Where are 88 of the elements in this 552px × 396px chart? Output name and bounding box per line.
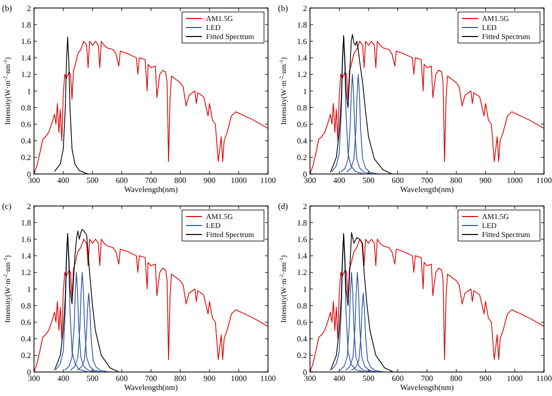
y-tick-label: 1.2 bbox=[21, 268, 31, 278]
y-tick-label: 1.2 bbox=[297, 268, 307, 278]
x-tick-label: 800 bbox=[174, 176, 186, 185]
y-tick-label: 1.6 bbox=[21, 235, 31, 244]
x-tick-label: 500 bbox=[86, 176, 98, 185]
x-tick-label: 800 bbox=[450, 374, 462, 383]
x-tick-label: 800 bbox=[174, 374, 186, 383]
y-tick-label: 0.2 bbox=[297, 153, 307, 162]
y-tick-label: 0.2 bbox=[297, 351, 307, 360]
y-tick-label: 1.8 bbox=[297, 218, 307, 228]
y-tick-label: 0.6 bbox=[21, 318, 31, 327]
x-axis-title: Wavelength(nm) bbox=[124, 185, 178, 194]
y-tick-label: 1 bbox=[27, 86, 31, 96]
x-tick-label: 500 bbox=[362, 176, 374, 185]
y-tick-label: 0.8 bbox=[21, 103, 31, 112]
y-tick-label: 1 bbox=[303, 86, 307, 96]
y-tick-label: 0.8 bbox=[21, 301, 31, 310]
x-tick-label: 900 bbox=[204, 176, 216, 185]
x-axis-title: Wavelength(nm) bbox=[400, 185, 454, 194]
y-tick-label: 2 bbox=[27, 202, 31, 211]
x-tick-label: 800 bbox=[450, 176, 462, 185]
y-tick-label: 0.4 bbox=[21, 334, 31, 344]
x-tick-label: 900 bbox=[204, 374, 216, 383]
x-tick-label: 1000 bbox=[230, 374, 247, 383]
x-tick-label: 1000 bbox=[506, 176, 523, 185]
chart-title: (b) bbox=[2, 3, 12, 13]
y-tick-label: 0.8 bbox=[297, 301, 307, 310]
x-tick-label: 1100 bbox=[260, 176, 276, 185]
y-tick-label: 1.8 bbox=[21, 20, 31, 30]
x-tick-label: 1000 bbox=[230, 176, 247, 185]
chart-title: (c) bbox=[2, 201, 12, 211]
chart-title: (d) bbox=[278, 201, 288, 211]
x-tick-label: 600 bbox=[116, 374, 128, 383]
x-tick-label: 1100 bbox=[536, 374, 552, 383]
y-tick-label: 0.2 bbox=[21, 153, 31, 162]
y-tick-label: 0.4 bbox=[297, 136, 307, 146]
y-tick-label: 1.2 bbox=[297, 70, 307, 80]
x-axis-title: Wavelength(nm) bbox=[400, 383, 454, 392]
y-tick-label: 0.4 bbox=[21, 136, 31, 146]
y-tick-label: 1.4 bbox=[21, 252, 31, 261]
y-tick-label: 0 bbox=[27, 170, 31, 179]
x-axis-title: Wavelength(nm) bbox=[124, 383, 178, 392]
x-tick-label: 1100 bbox=[260, 374, 276, 383]
y-tick-label: 1.6 bbox=[297, 37, 307, 46]
x-tick-label: 1000 bbox=[506, 374, 523, 383]
y-tick-label: 1 bbox=[303, 284, 307, 294]
x-tick-label: 700 bbox=[145, 176, 157, 185]
y-tick-label: 1.6 bbox=[297, 235, 307, 244]
y-tick-label: 0.6 bbox=[21, 120, 31, 129]
x-tick-label: 600 bbox=[116, 176, 128, 185]
x-tick-label: 300 bbox=[304, 176, 316, 185]
x-tick-label: 700 bbox=[145, 374, 157, 383]
x-tick-label: 400 bbox=[57, 176, 70, 185]
y-tick-label: 0.6 bbox=[297, 318, 307, 327]
y-tick-label: 0.6 bbox=[297, 120, 307, 129]
x-tick-label: 400 bbox=[333, 374, 346, 383]
y-tick-label: 2 bbox=[303, 202, 307, 211]
y-tick-label: 1.8 bbox=[297, 20, 307, 30]
x-tick-label: 500 bbox=[86, 374, 98, 383]
y-tick-label: 0.2 bbox=[21, 351, 31, 360]
x-tick-label: 700 bbox=[421, 374, 433, 383]
y-tick-label: 1.4 bbox=[297, 252, 307, 261]
y-tick-label: 1.4 bbox=[21, 54, 31, 63]
x-tick-label: 700 bbox=[421, 176, 433, 185]
y-tick-label: 0.4 bbox=[297, 334, 307, 344]
y-tick-label: 1.6 bbox=[21, 37, 31, 46]
y-tick-label: 2 bbox=[27, 4, 31, 13]
x-tick-label: 500 bbox=[362, 374, 374, 383]
x-tick-label: 900 bbox=[480, 374, 492, 383]
x-tick-label: 400 bbox=[57, 374, 70, 383]
y-tick-label: 1.2 bbox=[21, 70, 31, 80]
x-tick-label: 300 bbox=[304, 374, 316, 383]
y-tick-label: 1.4 bbox=[297, 54, 307, 63]
x-tick-label: 300 bbox=[28, 374, 40, 383]
x-tick-label: 300 bbox=[28, 176, 40, 185]
y-tick-label: 0 bbox=[303, 170, 307, 179]
y-tick-label: 1 bbox=[27, 284, 31, 294]
x-tick-label: 900 bbox=[480, 176, 492, 185]
y-tick-label: 0 bbox=[303, 368, 307, 377]
x-tick-label: 600 bbox=[392, 374, 404, 383]
x-tick-label: 400 bbox=[333, 176, 346, 185]
y-tick-label: 0 bbox=[27, 368, 31, 377]
chart-title: (b) bbox=[278, 3, 288, 13]
y-tick-label: 0.8 bbox=[297, 103, 307, 112]
y-tick-label: 2 bbox=[303, 4, 307, 13]
x-tick-label: 600 bbox=[392, 176, 404, 185]
y-tick-label: 1.8 bbox=[21, 218, 31, 228]
x-tick-label: 1100 bbox=[536, 176, 552, 185]
